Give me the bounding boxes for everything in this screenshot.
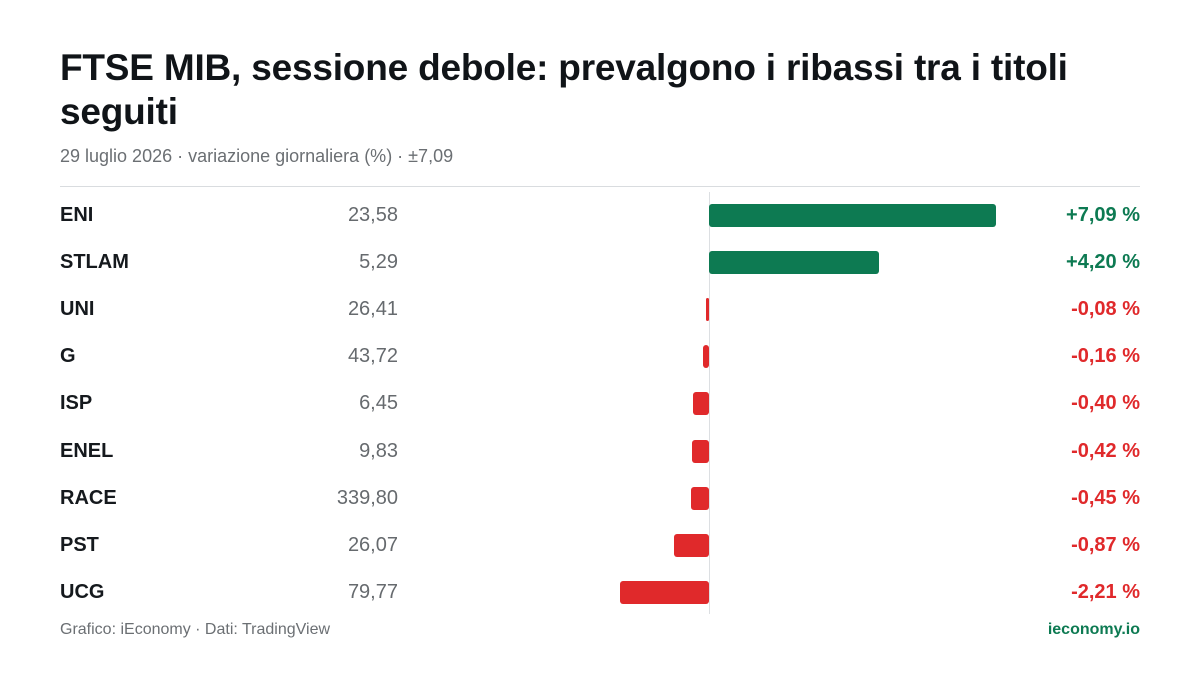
change-label: -0,45 % xyxy=(1071,486,1140,509)
table-row: UCG 79,77 -2,21 % xyxy=(60,569,1140,616)
ticker-label: RACE xyxy=(60,486,117,509)
price-value: 79,77 xyxy=(347,580,398,603)
change-bar xyxy=(702,345,709,369)
chart-title: FTSE MIB, sessione debole: prevalgono i … xyxy=(60,47,1068,132)
change-label: +7,09 % xyxy=(1066,204,1140,226)
table-row: PST 26,07 -0,87 % xyxy=(60,522,1140,569)
ticker-label: STLAM xyxy=(60,251,129,274)
source-note: Grafico: iEconomy · Dati: TradingView xyxy=(60,621,331,638)
table-row: RACE 339,80 -0,45 % xyxy=(60,475,1140,522)
change-bar xyxy=(690,486,709,510)
change-label: -0,08 % xyxy=(1071,298,1140,321)
price-value: 43,72 xyxy=(347,345,398,368)
change-label: -0,87 % xyxy=(1071,533,1140,556)
ticker-label: ISP xyxy=(60,392,93,415)
change-bar xyxy=(705,298,709,322)
change-bar xyxy=(673,533,709,557)
table-row: STLAM 5,29 +4,20 % xyxy=(60,239,1140,286)
change-label: -2,21 % xyxy=(1071,580,1140,603)
change-label: -0,42 % xyxy=(1071,439,1140,462)
ticker-label: G xyxy=(60,345,76,368)
table-row: UNI 26,41 -0,08 % xyxy=(60,286,1140,333)
price-value: 6,45 xyxy=(359,392,398,415)
price-value: 339,80 xyxy=(336,486,398,509)
change-bar xyxy=(709,204,996,227)
price-value: 26,07 xyxy=(347,533,398,556)
change-bar xyxy=(709,251,879,275)
change-label: +4,20 % xyxy=(1066,251,1140,274)
price-value: 23,58 xyxy=(347,204,398,226)
ticker-label: ENI xyxy=(60,204,94,226)
zero-axis-line xyxy=(709,192,710,614)
ticker-label: UCG xyxy=(60,580,105,603)
change-label: -0,40 % xyxy=(1071,392,1140,415)
table-row: ENI 23,58 +7,09 % xyxy=(60,192,1140,239)
header-divider xyxy=(60,186,1140,187)
table-row: ISP 6,45 -0,40 % xyxy=(60,380,1140,427)
ticker-label: PST xyxy=(60,533,99,556)
change-bar xyxy=(619,580,709,604)
price-value: 26,41 xyxy=(347,298,398,321)
change-label: -0,16 % xyxy=(1071,345,1140,368)
price-value: 9,83 xyxy=(359,439,398,462)
change-bar xyxy=(692,392,709,416)
price-value: 5,29 xyxy=(359,251,398,274)
ticker-label: UNI xyxy=(60,298,95,321)
change-bar xyxy=(692,439,709,463)
table-row: ENEL 9,83 -0,42 % xyxy=(60,428,1140,475)
table-row: G 43,72 -0,16 % xyxy=(60,333,1140,380)
brand-link[interactable]: ieconomy.io xyxy=(1047,621,1140,638)
ticker-label: ENEL xyxy=(60,439,114,462)
chart-subtitle: 29 luglio 2026 · variazione giornaliera … xyxy=(60,146,454,166)
